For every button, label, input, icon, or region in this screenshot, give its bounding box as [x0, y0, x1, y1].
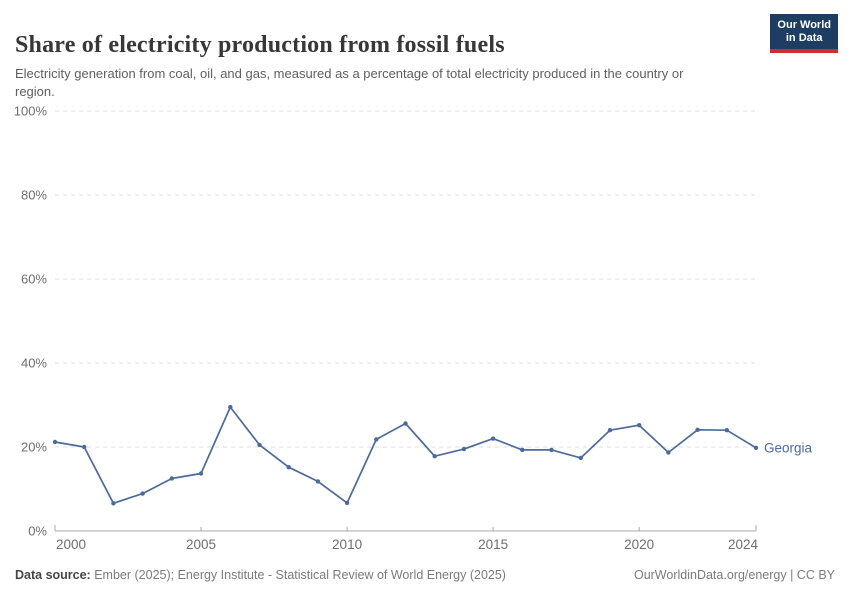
data-point [344, 500, 350, 506]
data-point [753, 445, 759, 450]
svg-text:80%: 80% [21, 188, 47, 203]
x-axis-tick-label: 2000 [56, 537, 86, 552]
svg-text:0%: 0% [28, 524, 47, 539]
x-axis-tick-label: 2015 [478, 537, 508, 552]
gridlines [55, 110, 756, 448]
data-point [432, 454, 437, 459]
chart-subtitle: Electricity generation from coal, oil, a… [15, 66, 684, 99]
data-point [695, 427, 700, 432]
data-point [111, 501, 116, 506]
data-point [140, 491, 145, 496]
data-point [315, 479, 321, 484]
owid-logo-line1: Our World [777, 19, 831, 31]
x-axis-tick-label: 2020 [624, 537, 654, 552]
data-point [82, 444, 87, 450]
data-point [607, 428, 613, 433]
owid-energy-link[interactable]: OurWorldinData.org/energy [633, 568, 787, 582]
data-point [169, 476, 174, 481]
data-source-label: Data source: [15, 568, 91, 582]
x-axis-tick-label: 2005 [186, 537, 216, 552]
chart-footer: Data source: Ember (2025); Energy Instit… [15, 568, 835, 582]
svg-text:20%: 20% [21, 440, 47, 455]
data-source-text: Ember (2025); Energy Institute - Statist… [90, 568, 506, 582]
data-point [490, 436, 496, 441]
x-axis: 2000 2005 2010 2015 2020 2024 [54, 525, 759, 552]
data-point [228, 404, 233, 410]
entity-label: Georgia [764, 440, 813, 455]
data-point [549, 447, 554, 453]
footer-links: OurWorldinData.org/energy | CC BY [634, 568, 835, 582]
data-point [461, 446, 467, 452]
data-point [520, 447, 525, 453]
x-axis-tick-label: 2024 [728, 537, 759, 552]
y-axis-tick-labels: 0% 20% 40% 60% 80% 100% [14, 104, 48, 539]
data-point [403, 421, 408, 426]
data-point [286, 465, 291, 470]
owid-logo[interactable]: Our World in Data [770, 14, 838, 53]
svg-text:60%: 60% [21, 272, 47, 287]
series-line [54, 406, 757, 505]
data-point [374, 437, 379, 442]
svg-text:40%: 40% [21, 356, 47, 371]
series-georgia: Georgia [52, 404, 813, 506]
x-axis-tick-label: 2010 [332, 537, 362, 552]
data-point [257, 442, 262, 448]
data-point [666, 450, 671, 455]
data-point [724, 428, 729, 433]
page-title: Share of electricity production from fos… [15, 32, 505, 59]
license-badge: | CC BY [786, 568, 835, 582]
data-point [637, 423, 642, 428]
data-point [198, 471, 204, 476]
data-point [578, 455, 583, 461]
data-point [52, 439, 58, 445]
svg-text:100%: 100% [14, 104, 48, 119]
owid-logo-line2: in Data [785, 32, 823, 44]
data-source: Data source: Ember (2025); Energy Instit… [15, 568, 506, 582]
